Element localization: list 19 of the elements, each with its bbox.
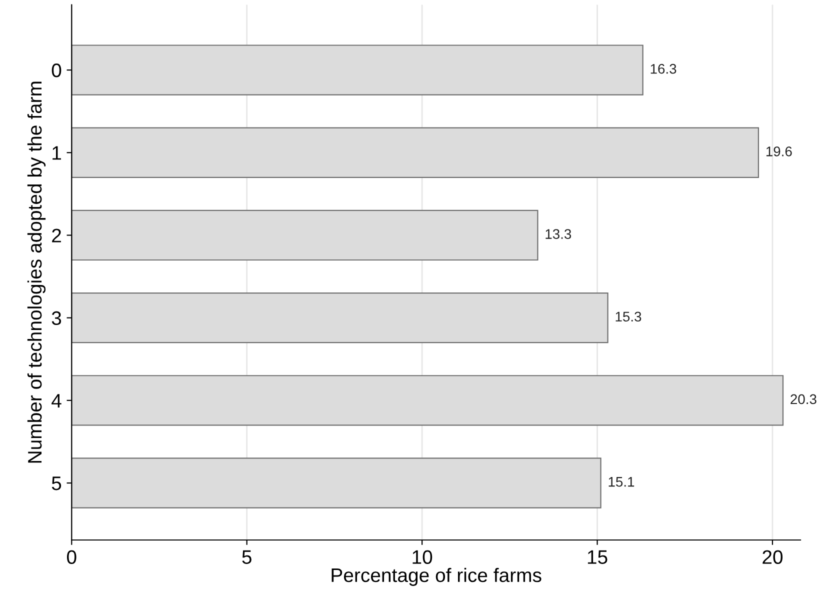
- data-label: 16.3: [650, 64, 676, 74]
- y-tick-label: 1: [52, 146, 61, 160]
- y-axis-title: Number of technologies adopted by the farm: [27, 82, 46, 463]
- x-tick-label: 5: [242, 550, 252, 564]
- data-label: 13.3: [546, 229, 572, 239]
- x-tick-label: 20: [762, 550, 783, 564]
- x-tick-label: 0: [66, 550, 76, 564]
- y-tick-label: 2: [52, 228, 61, 242]
- y-tick-label: 3: [52, 311, 62, 326]
- data-label: 20.3: [790, 394, 816, 404]
- x-axis-title: Percentage of rice farms: [332, 568, 542, 586]
- x-tick-label: 10: [412, 550, 432, 564]
- data-label: 19.6: [766, 146, 792, 156]
- y-tick-label: 0: [52, 64, 62, 78]
- data-label: 15.1: [608, 477, 634, 487]
- x-tick-label: 15: [588, 550, 608, 564]
- y-tick-label: 5: [52, 476, 62, 490]
- data-label: 15.3: [616, 312, 642, 322]
- y-tick-label: 4: [52, 394, 62, 408]
